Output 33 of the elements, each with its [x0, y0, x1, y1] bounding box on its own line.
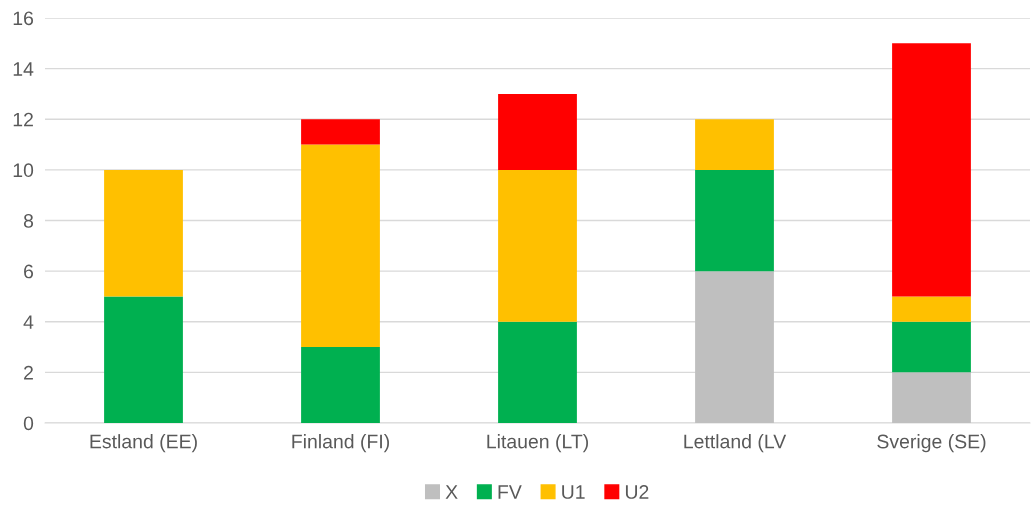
legend-label: X: [445, 485, 458, 499]
bar: [104, 169, 183, 297]
y-tick-label: 14: [13, 62, 34, 76]
y-tick-label: 2: [24, 365, 33, 380]
legend-label: FV: [498, 485, 522, 499]
bar: [695, 271, 774, 423]
bar: [301, 144, 380, 348]
x-tick-label: Finland (FI): [292, 434, 389, 453]
x-tick-label: Lettland (LV: [684, 434, 787, 453]
bar: [498, 321, 577, 423]
legend-label: U2: [625, 485, 649, 499]
x-tick-label: Litauen (LT): [487, 434, 588, 453]
y-tick-label: 6: [24, 264, 34, 279]
bar: [301, 347, 380, 423]
y-tick-label: 0: [23, 416, 34, 431]
y-tick-label: 4: [23, 315, 34, 329]
bar: [104, 296, 183, 423]
y-tick-label: 8: [23, 213, 34, 228]
bar: [892, 43, 971, 297]
x-tick-label: Estland (EE): [90, 434, 197, 453]
bar: [695, 169, 774, 272]
y-tick-label: 10: [13, 163, 34, 178]
x-tick-label: Sverige (SE): [877, 434, 986, 453]
bar: [498, 169, 577, 322]
y-tick-label: 16: [13, 11, 34, 26]
bar: [892, 296, 971, 322]
bar: [892, 321, 971, 373]
bar: [301, 119, 380, 145]
y-tick-label: 12: [13, 112, 33, 127]
bar: [892, 372, 971, 423]
bar: [498, 93, 577, 170]
bar: [695, 119, 774, 170]
legend-label: U1: [562, 485, 585, 499]
